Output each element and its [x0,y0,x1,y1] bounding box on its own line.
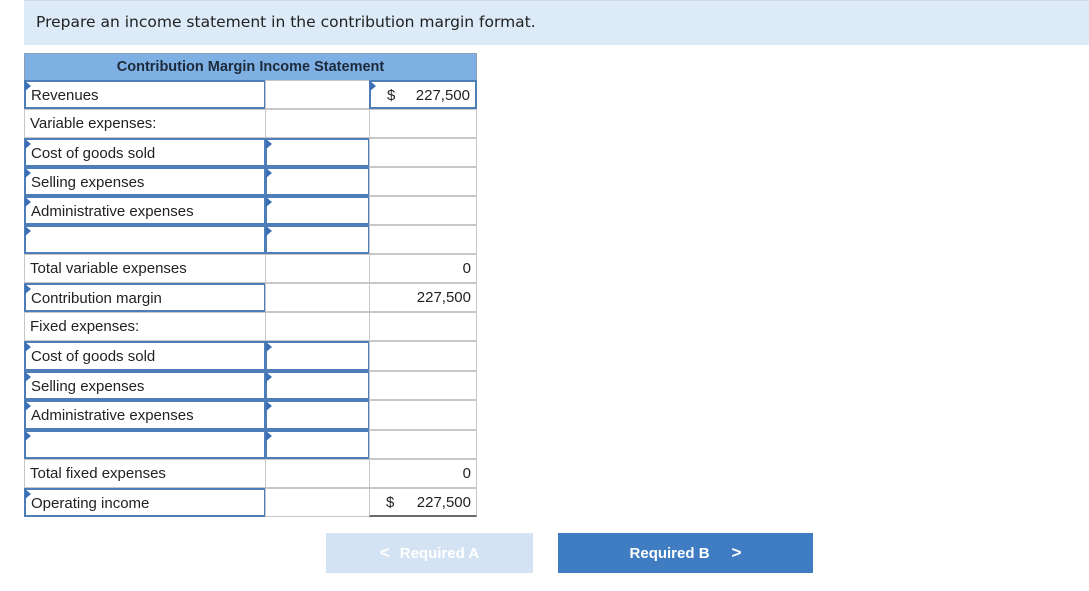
variable-admin-amount-input[interactable] [265,196,370,225]
dropdown-flag-icon [25,284,31,294]
variable-selling-label-input[interactable]: Selling expenses [24,167,266,196]
table-row: Total variable expenses 0 [24,254,477,284]
fixed-admin-amount-input[interactable] [265,400,370,430]
instruction-banner: Prepare an income statement in the contr… [24,1,1089,45]
chevron-right-icon: > [731,543,742,562]
mid-cell [265,109,370,138]
table-row [24,225,477,255]
amount-cell [369,196,477,225]
variable-extra-label-input[interactable] [24,225,266,254]
variable-expenses-heading: Variable expenses: [24,109,266,138]
dropdown-flag-icon [25,401,31,411]
dropdown-flag-icon [25,226,31,236]
instruction-text: Prepare an income statement in the contr… [36,13,536,31]
table-row: Administrative expenses [24,400,477,431]
variable-selling-amount-input[interactable] [265,167,370,196]
table-row: Administrative expenses [24,196,477,226]
mid-cell [265,254,370,283]
operating-income-amount: $ 227,500 [369,488,477,517]
amount-cell [369,312,477,341]
fixed-cogs-label-input[interactable]: Cost of goods sold [24,341,266,371]
dropdown-flag-icon [266,197,272,207]
required-b-label: Required B [629,544,710,562]
dropdown-flag-icon [266,401,272,411]
table-row [24,429,477,461]
mid-cell [265,312,370,341]
contribution-margin-amount: 227,500 [369,283,477,312]
table-row: Revenues $ 227,500 [24,80,477,110]
amount-cell [369,341,477,371]
dropdown-flag-icon [25,139,31,149]
fixed-selling-label-input[interactable]: Selling expenses [24,370,266,400]
top-rule [24,0,1089,1]
table-row: Selling expenses [24,167,477,197]
variable-extra-amount-input[interactable] [265,225,370,254]
table-row: Selling expenses [24,370,477,402]
amount-cell [369,109,477,138]
total-fixed-expenses-label: Total fixed expenses [24,459,266,488]
table-row: Cost of goods sold [24,341,477,372]
mid-cell [265,80,370,109]
dropdown-flag-icon [25,81,31,91]
amount-cell [369,167,477,196]
revenues-label-input[interactable]: Revenues [24,80,266,109]
dropdown-flag-icon [266,430,272,441]
dropdown-flag-icon [266,371,272,382]
variable-cogs-amount-input[interactable] [265,138,370,167]
total-variable-expenses-amount: 0 [369,254,477,283]
dropdown-flag-icon [266,139,272,149]
amount-cell [369,225,477,254]
dropdown-flag-icon [25,371,31,382]
table-row: Cost of goods sold [24,138,477,168]
required-b-button[interactable]: Required B > [558,533,813,573]
dropdown-flag-icon [266,226,272,236]
revenues-amount-input[interactable]: $ 227,500 [369,80,477,109]
table-row: Total fixed expenses 0 [24,459,477,489]
dropdown-flag-icon [25,168,31,178]
fixed-admin-label-input[interactable]: Administrative expenses [24,400,266,430]
contribution-margin-label-input[interactable]: Contribution margin [24,283,266,312]
variable-admin-label-input[interactable]: Administrative expenses [24,196,266,225]
mid-cell [265,488,370,517]
amount-cell [369,138,477,167]
amount-cell [369,429,477,459]
dropdown-flag-icon [25,342,31,352]
table-row: Variable expenses: [24,109,477,139]
required-a-button[interactable]: < Required A [326,533,533,573]
dropdown-flag-icon [266,342,272,352]
income-statement-table: Contribution Margin Income Statement Rev… [24,53,477,518]
amount-cell [369,400,477,430]
fixed-expenses-heading: Fixed expenses: [24,312,266,341]
dropdown-flag-icon [25,489,31,499]
mid-cell [265,283,370,312]
fixed-extra-amount-input[interactable] [265,429,370,459]
fixed-selling-amount-input[interactable] [265,370,370,400]
total-variable-expenses-label: Total variable expenses [24,254,266,283]
amount-cell [369,370,477,400]
chevron-left-icon: < [379,543,390,562]
table-row: Operating income $ 227,500 [24,488,477,518]
total-fixed-expenses-amount: 0 [369,459,477,488]
dropdown-flag-icon [266,168,272,178]
required-a-label: Required A [399,544,480,562]
table-row: Contribution margin 227,500 [24,283,477,313]
statement-title: Contribution Margin Income Statement [24,53,477,81]
operating-income-label-input[interactable]: Operating income [24,488,266,517]
fixed-cogs-amount-input[interactable] [265,341,370,371]
dropdown-flag-icon [25,430,31,441]
fixed-extra-label-input[interactable] [24,429,266,459]
table-row: Fixed expenses: [24,312,477,342]
dropdown-flag-icon [25,197,31,207]
variable-cogs-label-input[interactable]: Cost of goods sold [24,138,266,167]
mid-cell [265,459,370,488]
dropdown-flag-icon [370,81,376,91]
